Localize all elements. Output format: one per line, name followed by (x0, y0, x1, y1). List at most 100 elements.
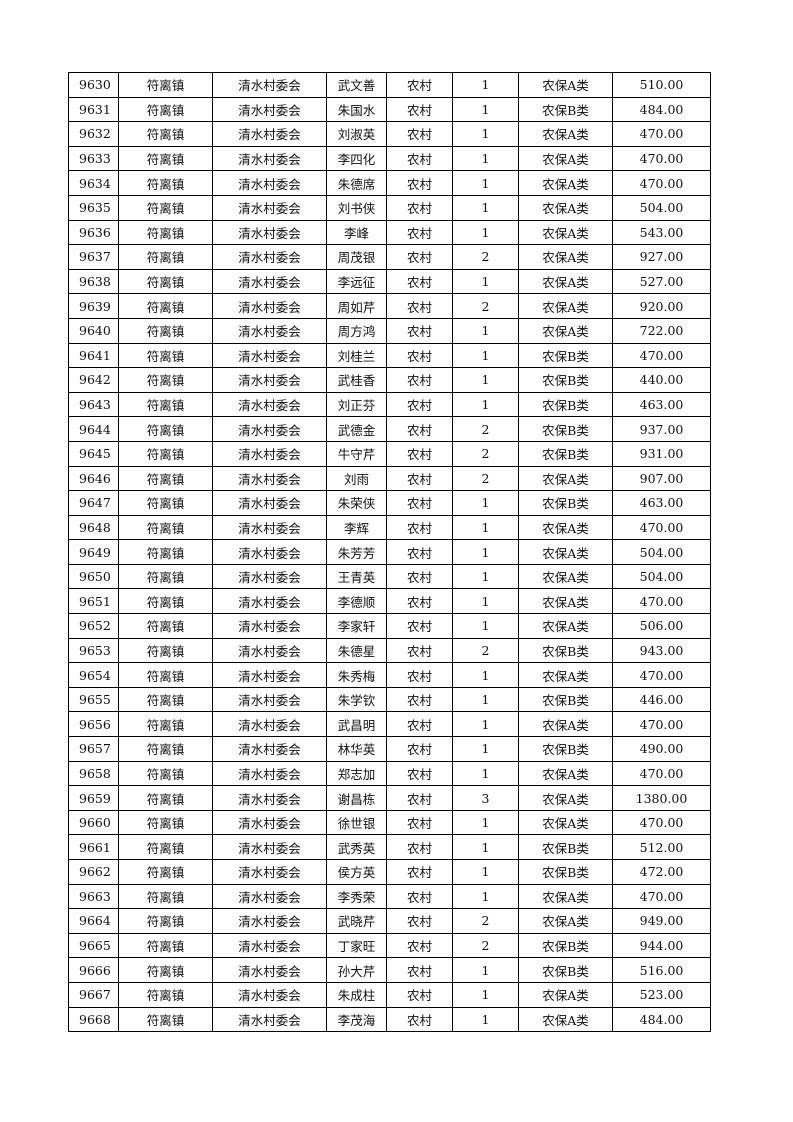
table-row: 9649 符离镇 清水村委会 朱芳芳 农村 1 农保A类 504.00 (68, 539, 711, 565)
amount-cell: 463.00 (612, 391, 711, 418)
table-row: 9640 符离镇 清水村委会 周方鸿 农村 1 农保A类 722.00 (68, 317, 711, 344)
amount-cell: 943.00 (612, 637, 711, 664)
serial-number-cell: 9668 (68, 1006, 119, 1033)
village-cell: 清水村委会 (212, 244, 327, 270)
category-cell: 农保B类 (518, 490, 613, 516)
serial-number-cell: 9647 (68, 490, 119, 516)
town-cell: 符离镇 (118, 686, 213, 713)
amount-cell: 527.00 (612, 268, 711, 295)
serial-number-cell: 9633 (68, 145, 119, 172)
name-cell: 丁家旺 (326, 932, 387, 959)
village-cell: 清水村委会 (212, 367, 327, 393)
people-count-cell: 1 (452, 834, 519, 860)
household-type-cell: 农村 (386, 342, 453, 369)
people-count-cell: 1 (452, 194, 519, 221)
table-row: 9632 符离镇 清水村委会 刘淑英 农村 1 农保A类 470.00 (68, 121, 711, 147)
town-cell: 符离镇 (118, 96, 213, 123)
name-cell: 李茂海 (326, 1006, 387, 1033)
village-cell: 清水村委会 (212, 711, 327, 738)
category-cell: 农保A类 (518, 908, 613, 934)
serial-number-cell: 9645 (68, 440, 119, 467)
category-cell: 农保A类 (518, 1006, 613, 1033)
amount-cell: 470.00 (612, 514, 711, 541)
category-cell: 农保B类 (518, 686, 613, 713)
people-count-cell: 1 (452, 760, 519, 787)
town-cell: 符离镇 (118, 637, 213, 664)
village-cell: 清水村委会 (212, 121, 327, 147)
amount-cell: 510.00 (612, 72, 711, 98)
table-row: 9654 符离镇 清水村委会 朱秀梅 农村 1 农保A类 470.00 (68, 662, 711, 688)
people-count-cell: 1 (452, 883, 519, 910)
village-cell: 清水村委会 (212, 834, 327, 860)
village-cell: 清水村委会 (212, 317, 327, 344)
people-count-cell: 1 (452, 342, 519, 369)
town-cell: 符离镇 (118, 539, 213, 565)
people-count-cell: 1 (452, 686, 519, 713)
amount-cell: 512.00 (612, 834, 711, 860)
serial-number-cell: 9662 (68, 859, 119, 885)
serial-number-cell: 9665 (68, 932, 119, 959)
household-type-cell: 农村 (386, 662, 453, 688)
people-count-cell: 3 (452, 785, 519, 811)
household-type-cell: 农村 (386, 859, 453, 885)
serial-number-cell: 9644 (68, 416, 119, 442)
name-cell: 侯方英 (326, 859, 387, 885)
serial-number-cell: 9631 (68, 96, 119, 123)
amount-cell: 937.00 (612, 416, 711, 442)
name-cell: 周方鸿 (326, 317, 387, 344)
category-cell: 农保A类 (518, 293, 613, 319)
town-cell: 符离镇 (118, 563, 213, 590)
village-cell: 清水村委会 (212, 637, 327, 664)
village-cell: 清水村委会 (212, 72, 327, 98)
town-cell: 符离镇 (118, 760, 213, 787)
table-row: 9653 符离镇 清水村委会 朱德星 农村 2 农保B类 943.00 (68, 637, 711, 664)
town-cell: 符离镇 (118, 72, 213, 98)
name-cell: 林华英 (326, 736, 387, 762)
people-count-cell: 1 (452, 539, 519, 565)
town-cell: 符离镇 (118, 908, 213, 934)
serial-number-cell: 9640 (68, 317, 119, 344)
household-type-cell: 农村 (386, 514, 453, 541)
amount-cell: 931.00 (612, 440, 711, 467)
people-count-cell: 2 (452, 440, 519, 467)
village-cell: 清水村委会 (212, 760, 327, 787)
town-cell: 符离镇 (118, 416, 213, 442)
table-row: 9633 符离镇 清水村委会 李四化 农村 1 农保A类 470.00 (68, 145, 711, 172)
table-row: 9643 符离镇 清水村委会 刘正芬 农村 1 农保B类 463.00 (68, 391, 711, 418)
category-cell: 农保A类 (518, 317, 613, 344)
town-cell: 符离镇 (118, 367, 213, 393)
table-row: 9637 符离镇 清水村委会 周茂银 农村 2 农保A类 927.00 (68, 244, 711, 270)
people-count-cell: 2 (452, 637, 519, 664)
household-type-cell: 农村 (386, 293, 453, 319)
people-count-cell: 1 (452, 367, 519, 393)
household-type-cell: 农村 (386, 268, 453, 295)
serial-number-cell: 9660 (68, 809, 119, 836)
amount-cell: 949.00 (612, 908, 711, 934)
amount-cell: 907.00 (612, 465, 711, 492)
town-cell: 符离镇 (118, 736, 213, 762)
amount-cell: 484.00 (612, 96, 711, 123)
village-cell: 清水村委会 (212, 342, 327, 369)
category-cell: 农保A类 (518, 613, 613, 639)
category-cell: 农保A类 (518, 662, 613, 688)
amount-cell: 543.00 (612, 219, 711, 246)
category-cell: 农保B类 (518, 440, 613, 467)
category-cell: 农保A类 (518, 981, 613, 1008)
category-cell: 农保A类 (518, 711, 613, 738)
household-type-cell: 农村 (386, 588, 453, 615)
category-cell: 农保B类 (518, 637, 613, 664)
village-cell: 清水村委会 (212, 416, 327, 442)
household-type-cell: 农村 (386, 219, 453, 246)
village-cell: 清水村委会 (212, 96, 327, 123)
table-row: 9664 符离镇 清水村委会 武晓芹 农村 2 农保A类 949.00 (68, 908, 711, 934)
category-cell: 农保A类 (518, 539, 613, 565)
amount-cell: 504.00 (612, 194, 711, 221)
name-cell: 武晓芹 (326, 908, 387, 934)
town-cell: 符离镇 (118, 342, 213, 369)
table-row: 9658 符离镇 清水村委会 郑志加 农村 1 农保A类 470.00 (68, 760, 711, 787)
table-row: 9659 符离镇 清水村委会 谢昌栋 农村 3 农保A类 1380.00 (68, 785, 711, 811)
category-cell: 农保B类 (518, 834, 613, 860)
table-row: 9657 符离镇 清水村委会 林华英 农村 1 农保B类 490.00 (68, 736, 711, 762)
category-cell: 农保B类 (518, 342, 613, 369)
category-cell: 农保A类 (518, 760, 613, 787)
